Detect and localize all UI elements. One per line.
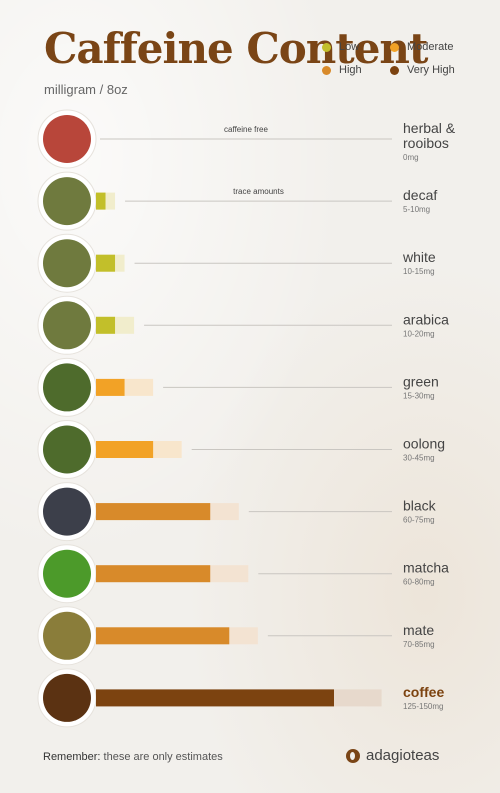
row-label-line: decaf: [403, 187, 437, 203]
chart-row-herbal-rooibos: caffeine free herbal & rooibos 0mg: [37, 109, 456, 169]
row-label-white: white: [402, 249, 436, 265]
bar-min-white: [96, 254, 116, 272]
row-label-black: black: [403, 498, 437, 514]
row-range-matcha: 60-80mg: [403, 578, 435, 587]
row-range-oolong: 30-45mg: [403, 454, 435, 463]
legend-label-high: High: [339, 64, 362, 76]
row-label-line: oolong: [403, 436, 445, 452]
row-range-mate: 70-85mg: [403, 640, 435, 649]
row-label-line: mate: [403, 622, 434, 638]
bar-min-arabica: [96, 316, 116, 334]
row-label-decaf: decaf: [403, 187, 437, 203]
row-label-line: herbal &: [403, 120, 456, 136]
legend-item-very-high: Very High: [390, 64, 455, 76]
row-label-line: green: [403, 373, 439, 389]
legend-label-low: Low: [339, 41, 360, 53]
annotation-decaf: trace amounts: [233, 187, 284, 196]
legend-label-moderate: Moderate: [407, 41, 454, 53]
footer-note-emphasis: Remember:: [43, 751, 101, 763]
row-label-line: white: [402, 249, 436, 265]
chart-row-oolong: oolong 30-45mg: [37, 420, 445, 479]
row-range-white: 10-15mg: [403, 267, 435, 276]
bar-min-oolong: [96, 441, 154, 458]
bar-min-mate: [96, 627, 230, 645]
chart-row-matcha: matcha 60-80mg: [37, 544, 449, 604]
row-label-herbal-rooibos: herbal & rooibos: [403, 120, 456, 151]
legend-dot-very-high: [390, 65, 399, 75]
annotation-herbal-rooibos: caffeine free: [224, 125, 268, 134]
chart-row-coffee: coffee 125-150mg: [37, 668, 444, 728]
page-title: Caffeine Content: [44, 24, 428, 73]
row-label-line: rooibos: [403, 135, 449, 151]
leaf-drop-icon: [346, 748, 360, 763]
oolong-tea-icon: [43, 425, 91, 474]
row-label-green: green: [403, 373, 439, 389]
legend-label-very-high: Very High: [407, 64, 455, 76]
page-subtitle: milligram / 8oz: [44, 82, 128, 97]
row-label-coffee: coffee: [403, 684, 444, 700]
white-tea-icon: [43, 239, 91, 288]
bar-min-green: [96, 378, 125, 396]
bar-min-matcha: [96, 565, 211, 583]
brand-logo: adagioteas: [346, 747, 439, 764]
row-range-decaf: 5-10mg: [403, 205, 430, 214]
arabica-tea-icon: [43, 301, 91, 350]
footer-note-text: these are only estimates: [100, 751, 223, 763]
bar-min-decaf: [96, 192, 106, 210]
chart-row-decaf: trace amounts decaf 5-10mg: [37, 171, 437, 231]
chart-row-arabica: arabica 10-20mg: [37, 295, 449, 355]
legend-dot-low: [322, 42, 331, 52]
brand-name: adagioteas: [366, 747, 440, 764]
chart-row-mate: mate 70-85mg: [37, 606, 435, 666]
black-tea-icon: [43, 487, 91, 536]
bar-min-coffee: [96, 689, 334, 707]
row-label-oolong: oolong: [403, 436, 445, 452]
row-label-mate: mate: [403, 622, 434, 638]
legend-item-high: High: [322, 64, 362, 76]
legend-dot-high: [322, 65, 331, 75]
row-label-line: arabica: [403, 311, 449, 327]
chart-row-white: white 10-15mg: [37, 233, 436, 293]
footer-note: Remember: these are only estimates: [43, 751, 223, 763]
row-range-green: 15-30mg: [403, 391, 435, 400]
chart-row-green: green 15-30mg: [37, 357, 439, 417]
row-range-arabica: 10-20mg: [403, 329, 435, 338]
row-label-arabica: arabica: [403, 311, 449, 327]
green-tea-icon: [43, 363, 91, 412]
row-range-herbal-rooibos: 0mg: [403, 153, 419, 162]
legend-item-low: Low: [322, 41, 359, 53]
legend-dot-moderate: [390, 42, 399, 52]
matcha-icon: [43, 549, 91, 598]
coffee-beans-icon: [43, 673, 91, 722]
row-range-black: 60-75mg: [403, 516, 435, 525]
legend-item-moderate: Moderate: [390, 41, 453, 53]
row-label-line: matcha: [403, 560, 449, 576]
chart-row-black: black 60-75mg: [37, 482, 437, 542]
row-label-line: black: [403, 498, 437, 514]
row-range-coffee: 125-150mg: [403, 702, 443, 711]
decaf-tea-icon: [43, 177, 91, 226]
row-label-matcha: matcha: [403, 560, 449, 576]
herbal-tea-icon: [43, 115, 91, 163]
row-label-line: coffee: [403, 684, 444, 700]
bar-min-black: [96, 503, 211, 521]
mate-icon: [43, 611, 91, 660]
